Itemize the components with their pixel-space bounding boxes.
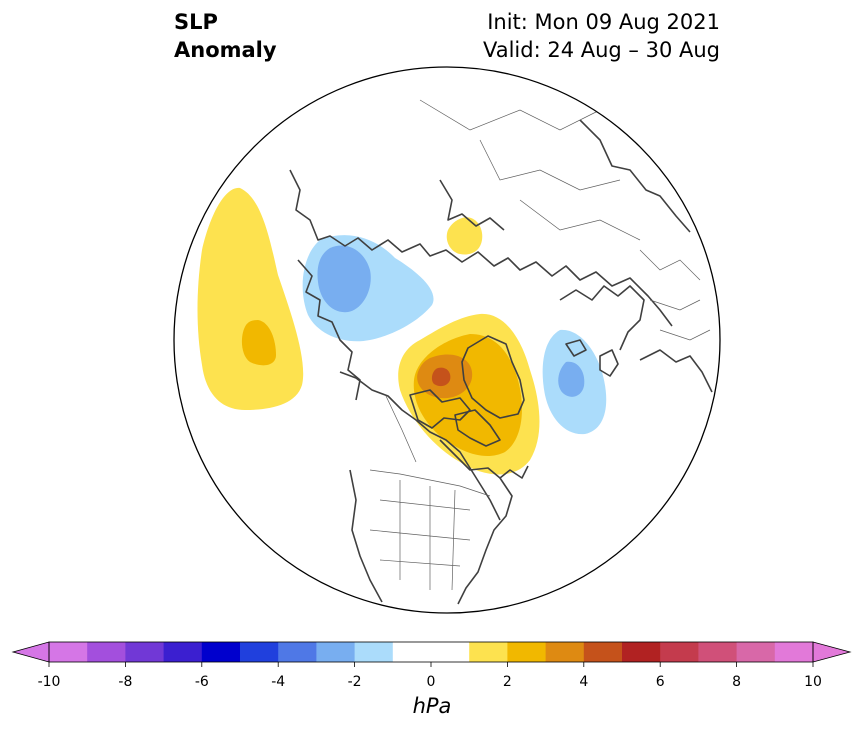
colorbar-cell xyxy=(774,642,814,662)
colorbar-cell xyxy=(507,642,547,662)
title-slp: SLP xyxy=(174,10,218,34)
map-boundary xyxy=(173,66,721,614)
anomaly-atlantic-low-inner xyxy=(558,361,585,397)
colorbar xyxy=(11,641,852,667)
anomaly-pacific-high-inner xyxy=(241,320,276,366)
coastline-alaska xyxy=(339,371,501,521)
coastline-baffin xyxy=(454,409,501,447)
coastlines xyxy=(289,119,713,605)
anomaly-siberia-low-inner xyxy=(317,245,371,313)
colorbar-tick-label: 6 xyxy=(655,674,665,690)
valid-range: Valid: 24 Aug – 30 Aug xyxy=(482,38,720,62)
anomaly-kara-high xyxy=(446,217,483,255)
colorbar-tick-label: -10 xyxy=(37,674,61,690)
border-us-states-1 xyxy=(369,480,471,591)
init-date: Init: Mon 09 Aug 2021 xyxy=(487,10,720,34)
colorbar-cell xyxy=(431,642,470,662)
colorbar-tick-label: -8 xyxy=(118,674,133,690)
colorbar-ticks xyxy=(48,662,814,667)
coastline-uk xyxy=(599,349,619,377)
colorbar-cell xyxy=(392,642,432,662)
colorbar-tick-label: -6 xyxy=(194,674,209,690)
colorbar-cell xyxy=(278,642,317,662)
title-anomaly: Anomaly xyxy=(174,38,277,62)
colorbar-cell xyxy=(125,642,165,662)
coastline-chukotka xyxy=(297,259,361,401)
colorbar-cell xyxy=(736,642,776,662)
colorbar-cell xyxy=(583,642,623,662)
coastline-siberia xyxy=(289,169,673,327)
coastline-archipelago xyxy=(409,389,471,429)
colorbar-unit-label: hPa xyxy=(412,694,452,718)
polar-map xyxy=(173,66,721,614)
colorbar-cell xyxy=(698,642,738,662)
coastline-na-east xyxy=(457,477,513,605)
border-us-canada xyxy=(369,469,491,497)
colorbar-cell xyxy=(469,642,508,662)
colorbar-cell xyxy=(545,642,585,662)
map-title: SLP Anomaly xyxy=(174,8,277,64)
coastline-iceland xyxy=(565,339,587,357)
border-eurasia-1 xyxy=(419,99,641,241)
borders xyxy=(369,99,711,591)
colorbar-cell xyxy=(660,642,699,662)
colorbar-tick-label: 2 xyxy=(502,674,512,690)
date-info: Init: Mon 09 Aug 2021 Valid: 24 Aug – 30… xyxy=(483,8,720,64)
coastline-hudson xyxy=(439,439,529,479)
colorbar-tick-label: -2 xyxy=(347,674,362,690)
colorbar-cell xyxy=(622,642,661,662)
colorbar-cell xyxy=(87,642,126,662)
coastline-eurasia-east xyxy=(579,119,691,233)
colorbar-cell xyxy=(316,642,356,662)
colorbar-cell xyxy=(201,642,241,662)
colorbar-tick-label: 10 xyxy=(804,674,822,690)
border-alaska xyxy=(385,395,417,463)
colorbar-extend-low xyxy=(11,641,50,663)
coastline-greenland xyxy=(461,335,525,419)
colorbar-tick-label: 4 xyxy=(579,674,589,690)
coastline-europe-south xyxy=(639,349,713,393)
colorbar-tick-label: 8 xyxy=(732,674,742,690)
colorbar-cell xyxy=(240,642,279,662)
colorbar-cell xyxy=(49,642,88,662)
colorbar-tick-label: -4 xyxy=(271,674,286,690)
colorbar-tick-label: 0 xyxy=(426,674,436,690)
coastline-na-west xyxy=(349,469,383,603)
anomaly-greenland-high-4 xyxy=(431,367,451,387)
border-europe xyxy=(639,249,711,341)
colorbar-cells xyxy=(49,642,814,662)
colorbar-cell xyxy=(163,642,203,662)
anomaly-pacific-high-outer xyxy=(197,187,304,410)
coastline-taymyr xyxy=(439,179,505,231)
colorbar-extend-high xyxy=(812,641,852,663)
colorbar-cell xyxy=(354,642,394,662)
coastline-scandinavia xyxy=(559,285,645,351)
